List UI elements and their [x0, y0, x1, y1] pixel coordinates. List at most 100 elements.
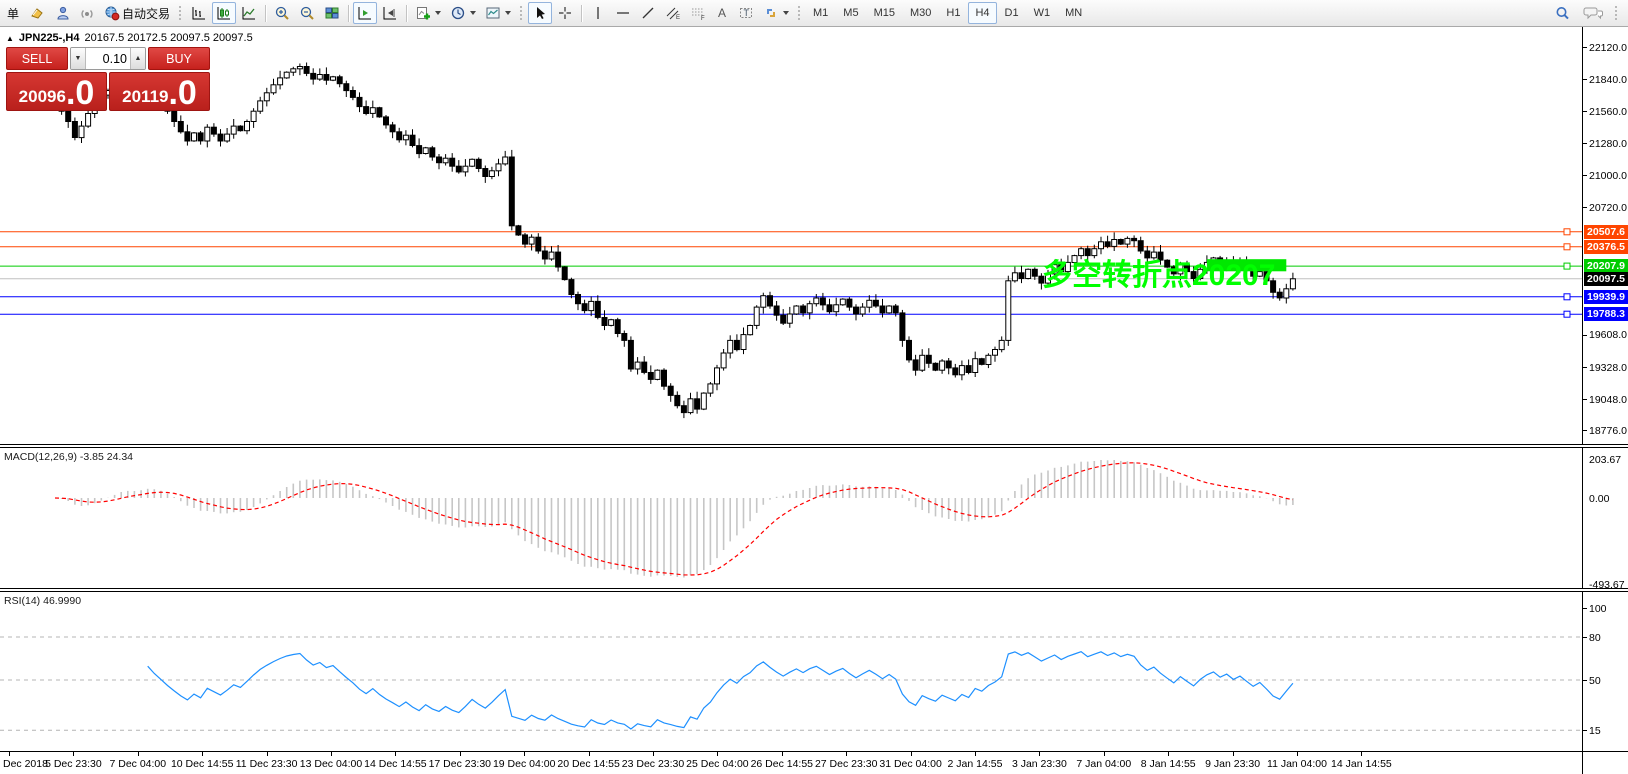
- timeframe-w1[interactable]: W1: [1033, 7, 1051, 19]
- volume-decrease-button[interactable]: ▼: [71, 48, 86, 69]
- signal-icon: [81, 10, 93, 18]
- timeframe-h4[interactable]: H4: [968, 2, 997, 24]
- candle-body: [515, 225, 522, 236]
- channel-tool-button[interactable]: E: [661, 2, 685, 24]
- timeframe-h1[interactable]: H1: [946, 7, 961, 19]
- level-line-handle[interactable]: [1563, 293, 1571, 301]
- macd-indicator-canvas[interactable]: [0, 448, 1582, 588]
- tile-windows-icon: [325, 7, 339, 19]
- sell-button[interactable]: SELL: [6, 47, 68, 70]
- timeframe-mn[interactable]: MN: [1065, 7, 1083, 19]
- yellow-book-icon: [31, 8, 43, 19]
- price-axis[interactable]: 22120.0 21840.0 21560.0 21280.0 21000.0 20720…: [1582, 27, 1628, 774]
- toolbar-drag-handle[interactable]: [797, 5, 803, 21]
- tile-windows-button[interactable]: [320, 2, 344, 24]
- sell-price-display[interactable]: 20096 .0: [6, 72, 107, 111]
- candle-body: [1064, 261, 1071, 273]
- candle-body: [886, 305, 893, 314]
- candle-body: [383, 116, 389, 126]
- profile-button[interactable]: [50, 2, 74, 24]
- level-line-handle[interactable]: [1563, 228, 1571, 236]
- trendline-tool-button[interactable]: [636, 2, 660, 24]
- candle-body: [859, 306, 866, 315]
- date-tick-mark: [717, 752, 719, 756]
- pane-separator[interactable]: [0, 588, 1628, 592]
- candlestick-icon: [217, 7, 231, 20]
- toolbar-drag-handle[interactable]: [1614, 5, 1619, 21]
- horizontal-line-tool-button[interactable]: [611, 2, 635, 24]
- price-tick-label: 19048.0: [1589, 393, 1627, 406]
- crosshair-tool-button[interactable]: [553, 2, 577, 24]
- autotrading-button[interactable]: 自动交易: [100, 2, 174, 24]
- toolbar-drag-handle[interactable]: [519, 5, 525, 21]
- candle-body: [389, 124, 396, 133]
- timeframe-m15[interactable]: M15: [873, 7, 895, 19]
- toolbar-separator: [348, 4, 350, 22]
- candle-body: [1150, 251, 1157, 259]
- level-line-handle[interactable]: [1563, 243, 1571, 251]
- price-tick-label: 18776.0: [1589, 424, 1627, 437]
- auto-scroll-icon: [358, 7, 372, 20]
- new-order-button-partial[interactable]: 单: [2, 2, 24, 24]
- candle-body: [1184, 264, 1190, 273]
- candle-body: [1289, 278, 1296, 290]
- buy-button[interactable]: BUY: [148, 47, 210, 70]
- templates-button[interactable]: [481, 2, 515, 24]
- volume-increase-button[interactable]: ▲: [130, 48, 145, 69]
- candle-body: [727, 339, 734, 354]
- date-tick-mark: [1297, 752, 1298, 756]
- toolbar-drag-handle[interactable]: [178, 5, 184, 21]
- chart-shift-button[interactable]: [378, 2, 402, 24]
- level-line-handle[interactable]: [1563, 310, 1571, 318]
- bar-chart-icon: [192, 7, 206, 20]
- timeframe-m1[interactable]: M1: [813, 7, 829, 19]
- market-watch-button[interactable]: [25, 2, 49, 24]
- zoom-out-button[interactable]: [295, 2, 319, 24]
- arrows-tool-button[interactable]: [759, 2, 793, 24]
- price-tick-label: 21280.0: [1589, 137, 1627, 150]
- price-tick-label: 21560.0: [1589, 105, 1627, 118]
- cursor-tool-button[interactable]: [528, 2, 553, 24]
- text-label-tool-button[interactable]: T: [734, 2, 758, 24]
- candle-body: [939, 360, 946, 371]
- candle-body: [720, 352, 727, 369]
- text-tool-icon: A: [718, 6, 727, 20]
- volume-input[interactable]: [86, 48, 130, 69]
- level-line-handle[interactable]: [1563, 262, 1571, 270]
- date-label: 25 Dec 04:00: [686, 758, 749, 770]
- buy-price-int: 20119: [122, 87, 169, 106]
- vertical-line-tool-button[interactable]: [586, 2, 610, 24]
- community-chat-button[interactable]: [1579, 2, 1607, 24]
- green-highlight-box[interactable]: [1206, 259, 1287, 272]
- templates-dropdown-caret: [505, 11, 512, 15]
- candle-body: [919, 354, 926, 371]
- main-price-chart-canvas[interactable]: 多空转折点20207: [0, 27, 1582, 444]
- chart-shift-icon: [383, 7, 397, 20]
- timeframe-d1[interactable]: D1: [1004, 7, 1019, 19]
- candle-body: [1256, 271, 1263, 277]
- zoom-in-button[interactable]: [270, 2, 294, 24]
- bar-chart-mode-button[interactable]: [187, 2, 211, 24]
- periods-button[interactable]: [446, 2, 480, 24]
- cursor-arrow-icon: [537, 7, 546, 19]
- candlestick-mode-button[interactable]: [212, 2, 237, 24]
- auto-scroll-button[interactable]: [353, 2, 378, 24]
- rsi-indicator-canvas[interactable]: [0, 592, 1582, 751]
- pane-separator[interactable]: [0, 444, 1628, 448]
- rsi-tick-mark: [1583, 680, 1587, 681]
- chart-annotation-text[interactable]: 多空转折点20207: [1042, 259, 1275, 292]
- timeframe-m30[interactable]: M30: [909, 7, 932, 19]
- fibonacci-tool-button[interactable]: F: [686, 2, 710, 24]
- line-chart-mode-button[interactable]: [237, 2, 261, 24]
- indicators-button[interactable]: [411, 2, 445, 24]
- buy-price-display[interactable]: 20119 .0: [109, 72, 210, 111]
- candle-body: [992, 349, 998, 356]
- candle-body: [667, 385, 674, 396]
- signals-button[interactable]: [75, 2, 99, 24]
- toolbar-separator: [265, 4, 267, 22]
- price-tick-mark: [1583, 143, 1587, 145]
- timeframe-m5[interactable]: M5: [843, 7, 859, 19]
- date-tick-mark: [395, 752, 397, 756]
- text-tool-button[interactable]: A: [711, 2, 733, 24]
- search-button[interactable]: [1550, 2, 1575, 24]
